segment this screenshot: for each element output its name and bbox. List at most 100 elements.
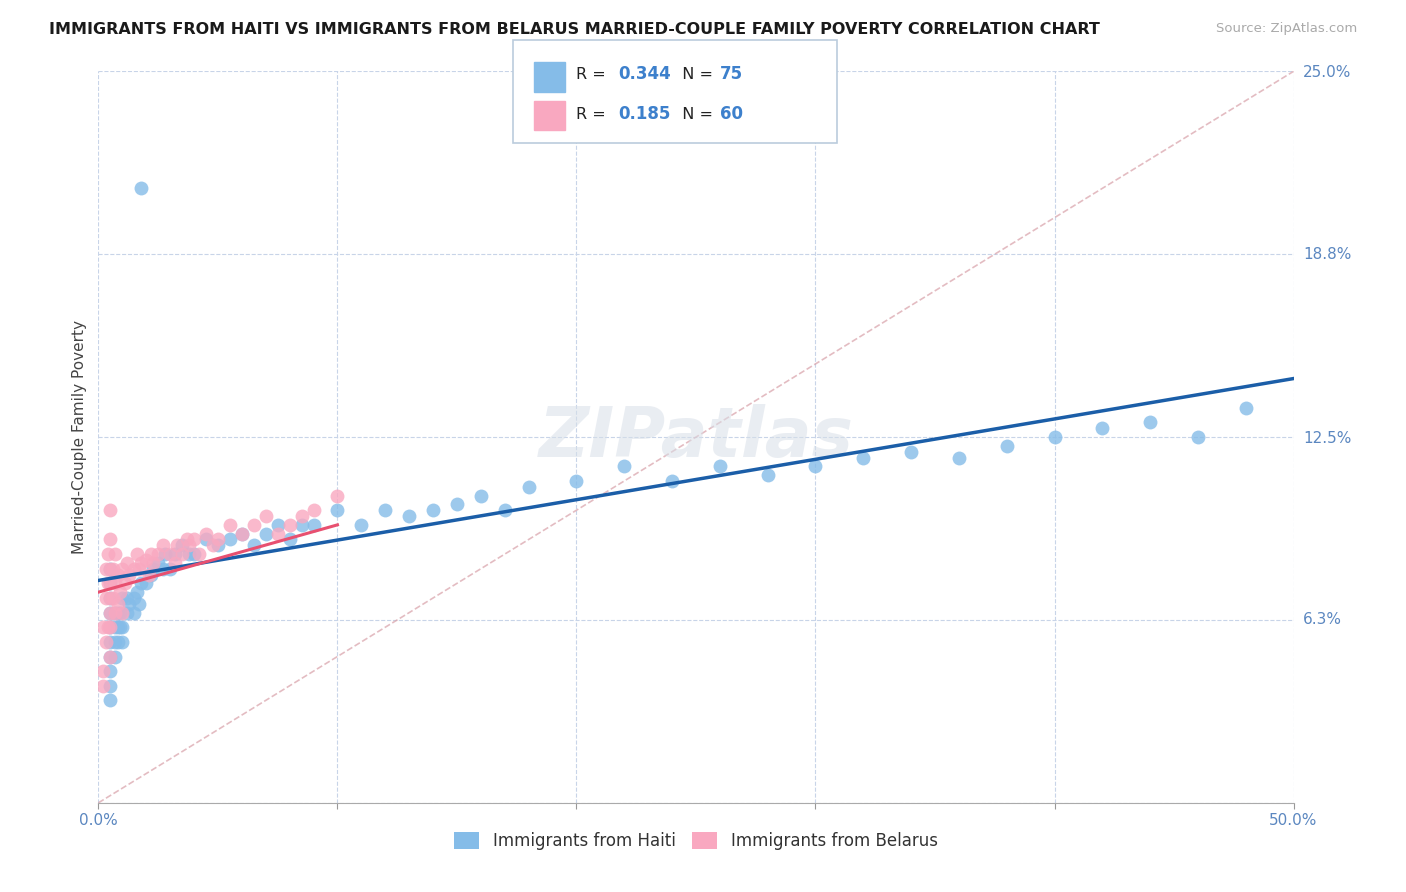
Point (94, 562, 117, 576)
Point (804, 459, 827, 474)
Text: N =: N = (672, 107, 718, 121)
Point (104, 620, 127, 634)
Point (995, 439, 1018, 453)
Point (131, 576, 153, 591)
Point (948, 450, 970, 465)
Point (446, 497, 468, 511)
Point (115, 606, 138, 620)
Point (231, 526, 253, 541)
Point (91, 664, 114, 678)
Text: R =: R = (576, 107, 612, 121)
Point (159, 547, 181, 561)
Point (231, 526, 253, 541)
Point (101, 562, 124, 576)
Point (111, 620, 134, 634)
Point (98, 649, 122, 664)
Point (613, 459, 636, 474)
Point (108, 606, 131, 620)
Point (152, 562, 174, 576)
Point (302, 503, 325, 517)
Point (661, 474, 683, 488)
Point (155, 547, 177, 561)
Point (98, 679, 122, 693)
Point (176, 533, 198, 547)
Point (195, 526, 218, 541)
Point (98, 606, 122, 620)
Point (374, 503, 396, 517)
Point (115, 591, 138, 605)
Text: N =: N = (672, 67, 718, 81)
Point (98, 576, 122, 591)
Point (125, 547, 148, 561)
Text: 0.185: 0.185 (619, 105, 671, 123)
Point (183, 547, 205, 561)
Point (195, 533, 218, 547)
Point (98, 664, 122, 678)
Point (291, 517, 314, 532)
Point (98, 635, 122, 649)
Point (98, 591, 122, 605)
Point (517, 480, 540, 494)
Point (139, 547, 162, 561)
Point (108, 620, 131, 634)
Point (900, 444, 922, 458)
Point (1187, 430, 1209, 444)
Point (350, 517, 373, 532)
Point (107, 620, 129, 634)
Point (470, 489, 492, 503)
Point (135, 576, 157, 591)
Point (94, 591, 117, 605)
Point (163, 556, 186, 570)
Point (131, 556, 153, 570)
Point (565, 474, 588, 488)
Text: R =: R = (576, 67, 612, 81)
Point (124, 591, 146, 605)
Point (111, 635, 134, 649)
Point (326, 503, 349, 517)
Text: 60: 60 (720, 105, 742, 123)
Point (172, 547, 194, 561)
Point (111, 606, 134, 620)
Point (852, 450, 875, 465)
Point (97, 547, 120, 561)
Point (202, 538, 225, 552)
Point (398, 509, 420, 524)
Point (98, 576, 122, 591)
Point (98, 533, 122, 547)
Point (179, 547, 201, 561)
Text: 75: 75 (720, 65, 742, 83)
Point (207, 533, 229, 547)
Point (98, 591, 122, 605)
Text: 0.344: 0.344 (619, 65, 672, 83)
Point (98, 562, 122, 576)
Point (172, 538, 194, 552)
Point (111, 591, 134, 605)
Point (98, 649, 122, 664)
Point (125, 585, 148, 599)
Point (131, 181, 153, 195)
Point (107, 635, 129, 649)
Point (254, 526, 277, 541)
Point (97, 620, 120, 634)
Point (98, 562, 122, 576)
Y-axis label: Married-Couple Family Poverty: Married-Couple Family Poverty (72, 320, 87, 554)
Point (98, 503, 122, 517)
Point (94, 635, 117, 649)
Point (104, 606, 127, 620)
Point (114, 576, 136, 591)
Point (291, 509, 314, 524)
Point (1139, 416, 1161, 430)
Point (267, 517, 290, 532)
Point (142, 556, 165, 570)
Point (124, 606, 146, 620)
Point (91, 679, 114, 693)
Point (219, 533, 242, 547)
Point (148, 547, 170, 561)
Point (166, 538, 188, 552)
Point (183, 533, 205, 547)
Point (756, 468, 779, 483)
Point (98, 693, 122, 707)
Point (98, 620, 122, 634)
Point (142, 562, 165, 576)
Point (179, 538, 201, 552)
